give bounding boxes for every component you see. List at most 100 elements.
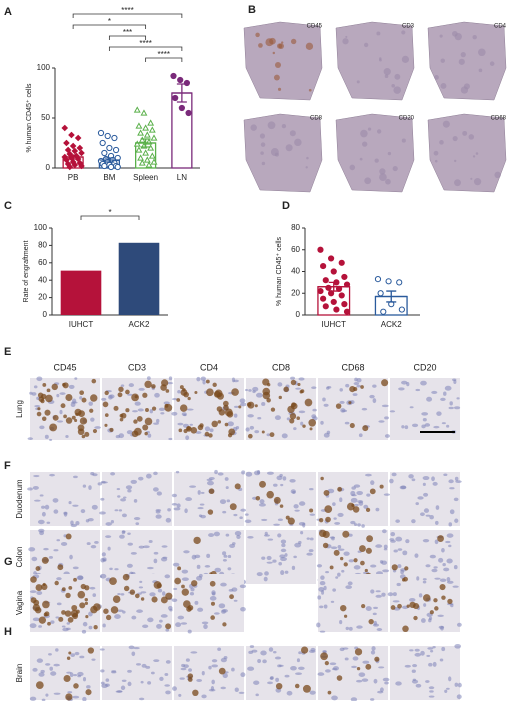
stained-cell (187, 396, 191, 401)
stained-cell (174, 577, 181, 585)
stained-cell (187, 673, 194, 679)
nucleus (222, 673, 228, 679)
nucleus (201, 621, 209, 625)
nucleus (361, 524, 365, 528)
nucleus (446, 687, 450, 690)
nucleus (348, 559, 355, 563)
stained-cell (333, 549, 340, 556)
bar (118, 242, 160, 315)
data-point (142, 149, 150, 156)
tissue-slide (427, 113, 507, 193)
data-point (147, 144, 155, 151)
nucleus (262, 659, 267, 664)
stain-spot (274, 152, 279, 157)
stained-cell (266, 398, 271, 403)
nucleus (172, 562, 180, 567)
nucleus (74, 377, 78, 380)
nucleus (186, 408, 194, 411)
nucleus (220, 582, 227, 587)
nucleus (266, 433, 271, 437)
stained-cell (30, 576, 37, 583)
stained-cell (197, 424, 204, 431)
nucleus (185, 497, 193, 502)
nucleus (177, 422, 184, 426)
nucleus (295, 672, 302, 676)
nucleus (189, 592, 195, 596)
nucleus (337, 545, 342, 549)
nucleus (430, 649, 434, 653)
nucleus (357, 523, 361, 527)
nucleus (384, 681, 389, 685)
stain-spot (269, 37, 276, 45)
stained-cell (51, 383, 58, 391)
nucleus (330, 600, 335, 603)
bar (60, 270, 102, 315)
nucleus (28, 547, 36, 552)
stained-cell (323, 489, 330, 496)
nucleus (59, 409, 63, 415)
nucleus (323, 432, 330, 438)
nucleus (165, 628, 170, 632)
nucleus (146, 566, 154, 570)
data-point (74, 134, 82, 142)
nucleus (187, 629, 192, 634)
nucleus (452, 585, 459, 588)
stained-cell (75, 609, 80, 614)
data-point (135, 122, 143, 129)
stained-cell (337, 486, 343, 492)
nucleus (116, 487, 121, 491)
stained-cell (283, 386, 289, 393)
significance-bracket (72, 24, 147, 29)
stain-spot (379, 173, 387, 182)
nucleus (422, 578, 427, 581)
data-point (327, 255, 335, 262)
nucleus (273, 651, 277, 654)
nucleus (133, 517, 141, 521)
stained-cell (144, 417, 153, 426)
nucleus (292, 490, 296, 494)
nucleus (236, 534, 241, 539)
data-point (137, 129, 145, 136)
nucleus (316, 622, 321, 628)
stained-cell (113, 405, 119, 411)
nucleus (432, 661, 437, 667)
nucleus (348, 626, 353, 631)
row-label: Brain (15, 664, 24, 683)
nucleus (308, 549, 314, 553)
nucleus (208, 665, 212, 670)
stained-cell (340, 556, 344, 561)
nucleus (298, 651, 302, 655)
stained-cell (46, 388, 51, 393)
data-point (69, 142, 77, 150)
nucleus (197, 607, 204, 612)
nucleus (352, 393, 358, 396)
nucleus (373, 620, 377, 626)
stain-spot (468, 134, 475, 140)
stained-cell (41, 416, 47, 421)
stain-spot (260, 142, 266, 147)
significance-label: **** (158, 50, 170, 59)
stained-cell (207, 509, 214, 515)
stained-cell (87, 647, 95, 654)
nucleus (435, 520, 439, 525)
data-point (333, 306, 340, 313)
nucleus (177, 615, 185, 620)
stained-cell (340, 604, 347, 612)
data-point (143, 156, 151, 163)
nucleus (79, 655, 85, 659)
nucleus (209, 596, 217, 601)
nucleus (152, 487, 159, 492)
nucleus (387, 592, 394, 597)
nucleus (44, 504, 50, 510)
nucleus (341, 569, 345, 573)
stained-cell (402, 625, 409, 633)
nucleus (190, 587, 195, 592)
nucleus (82, 621, 88, 627)
stain-spot (281, 123, 287, 129)
nucleus (434, 539, 439, 545)
nucleus (383, 544, 388, 550)
nucleus (200, 376, 206, 381)
nucleus (420, 618, 426, 623)
nucleus (171, 503, 178, 506)
nucleus (452, 378, 457, 382)
